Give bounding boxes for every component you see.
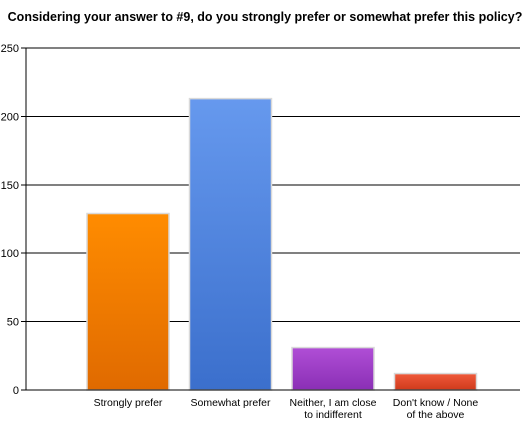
labels: 0 50 100 150 200 250 Strongly prefer Somewhat p…: [1, 43, 479, 421]
y-tick-label: 50: [7, 317, 19, 329]
x-category-label: Neither, I am close to indifferent: [290, 397, 377, 421]
gridlines: [26, 47, 520, 323]
x-category-label: Strongly prefer: [94, 397, 163, 409]
bars: [86, 97, 478, 391]
bar-2: [188, 97, 273, 391]
bar-3: [291, 346, 375, 391]
x-category-label: Somewhat prefer: [191, 397, 271, 409]
bar-4: [393, 372, 478, 391]
y-tick-label: 250: [1, 43, 19, 55]
y-tick-label: 150: [1, 180, 19, 192]
chart-title: Considering your answer to #9, do you st…: [7, 10, 523, 24]
axes: [21, 47, 520, 391]
y-tick-label: 100: [1, 248, 19, 260]
y-tick-label: 200: [1, 111, 19, 123]
y-tick-label: 0: [13, 385, 19, 397]
bar-1: [86, 212, 170, 391]
x-category-label: Don't know / None of the above: [393, 397, 479, 421]
